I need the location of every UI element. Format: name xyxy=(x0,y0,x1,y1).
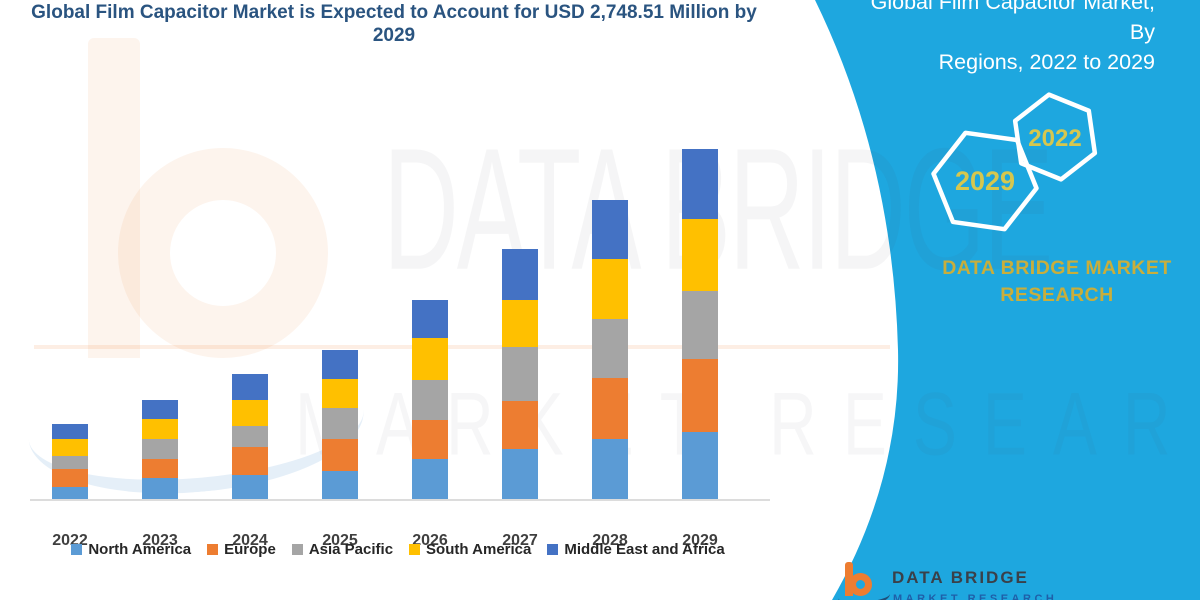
bar-segment-middle-east-and-africa xyxy=(412,300,448,338)
bar-2026 xyxy=(412,300,448,499)
legend-swatch xyxy=(291,544,303,555)
bar-segment-asia-pacific xyxy=(592,319,628,378)
bar-segment-asia-pacific xyxy=(412,380,448,420)
brand-text: DATA BRIDGE MARKET RESEARCH xyxy=(942,257,1172,306)
bar-segment-middle-east-and-africa xyxy=(592,200,628,259)
bar-segment-south-america xyxy=(322,379,358,409)
bar-2022 xyxy=(52,423,88,499)
page-title: Global Film Capacitor Market is Expected… xyxy=(31,2,757,46)
bar-2028 xyxy=(592,200,628,499)
bar-segment-asia-pacific xyxy=(682,291,718,359)
hexagon-2029-label: 2029 xyxy=(955,166,1015,196)
footer-logo-subtitle: MARKET RESEARCH xyxy=(893,593,1058,600)
legend-item: North America xyxy=(71,541,191,558)
bar-segment-europe xyxy=(322,439,358,471)
bar-segment-south-america xyxy=(142,419,178,439)
x-axis-label-2029: 2029 xyxy=(682,532,718,549)
bar-segment-south-america xyxy=(592,259,628,319)
bar-segment-asia-pacific xyxy=(142,439,178,459)
bar-segment-asia-pacific xyxy=(322,408,358,439)
bar-segment-north-america xyxy=(412,459,448,499)
legend-label: North America xyxy=(88,541,192,558)
bar-segment-middle-east-and-africa xyxy=(142,400,178,419)
bar-segment-south-america xyxy=(682,219,718,291)
x-axis-label-2026: 2026 xyxy=(412,532,448,549)
bar-segment-asia-pacific xyxy=(52,456,88,469)
bar-segment-europe xyxy=(682,359,718,432)
x-axis-label-2027: 2027 xyxy=(502,532,538,549)
bar-segment-south-america xyxy=(412,338,448,380)
bar-segment-middle-east-and-africa xyxy=(322,350,358,380)
bar-segment-north-america xyxy=(322,471,358,499)
bar-2023 xyxy=(142,400,178,499)
decorative-line xyxy=(34,345,890,349)
bar-segment-asia-pacific xyxy=(502,347,538,401)
x-axis-line xyxy=(30,499,770,501)
legend-item: Europe xyxy=(207,541,276,558)
bar-2025 xyxy=(322,350,358,499)
bar-2027 xyxy=(502,249,538,499)
chart-legend: North America Europe Asia Pacific South Ame… xyxy=(0,541,796,558)
legend-swatch xyxy=(547,544,559,555)
bar-2024 xyxy=(232,374,268,499)
side-panel-path xyxy=(815,0,1200,600)
x-axis-label-2024: 2024 xyxy=(232,532,268,549)
bar-segment-north-america xyxy=(52,487,88,499)
bar-segment-north-america xyxy=(592,439,628,499)
legend-label: South America xyxy=(426,541,532,558)
legend-label: Asia Pacific xyxy=(308,541,394,558)
hexagon-2022-label: 2022 xyxy=(1028,125,1081,152)
x-axis-label-2025: 2025 xyxy=(322,532,358,549)
stacked-bar-chart: 2022 2023 2024 2025 2026 2027 2028 2029 xyxy=(30,149,770,549)
bar-segment-south-america xyxy=(502,300,538,347)
legend-swatch xyxy=(409,544,421,555)
bar-segment-europe xyxy=(142,459,178,478)
bar-segment-south-america xyxy=(232,400,268,427)
footer-logo-bowl xyxy=(849,573,872,596)
bar-segment-middle-east-and-africa xyxy=(502,249,538,300)
bar-segment-north-america xyxy=(142,478,178,499)
legend-swatch xyxy=(207,544,219,555)
bar-2029 xyxy=(682,149,718,499)
legend-item: Middle East and Africa xyxy=(547,541,725,558)
x-axis-label-2023: 2023 xyxy=(142,532,178,549)
bar-segment-north-america xyxy=(682,432,718,499)
banner-caption: Global Film Capacitor Market, By Regions… xyxy=(840,0,1155,77)
bar-segment-europe xyxy=(52,469,88,487)
bar-segment-north-america xyxy=(502,449,538,499)
bar-segment-asia-pacific xyxy=(232,426,268,448)
legend-swatch xyxy=(71,544,83,555)
bar-segment-middle-east-and-africa xyxy=(52,423,88,439)
watermark-data-bridge: DATA BRIDGE xyxy=(383,113,1053,307)
banner-line1: Global Film Capacitor Market, By xyxy=(870,0,1155,44)
legend-item: Asia Pacific xyxy=(291,541,394,558)
x-axis-label-2028: 2028 xyxy=(592,532,628,549)
bar-segment-north-america xyxy=(232,475,268,499)
legend-label: Europe xyxy=(224,541,276,558)
legend-item: South America xyxy=(409,541,531,558)
bar-segment-europe xyxy=(592,378,628,439)
bar-segment-middle-east-and-africa xyxy=(232,374,268,401)
legend-label: Middle East and Africa xyxy=(564,541,725,558)
bar-segment-south-america xyxy=(52,438,88,456)
footer-logo-name: DATA BRIDGE xyxy=(892,568,1029,587)
bar-segment-europe xyxy=(502,401,538,449)
banner-line2: Regions, 2022 to 2029 xyxy=(938,50,1155,74)
bar-segment-europe xyxy=(412,420,448,459)
bar-segment-middle-east-and-africa xyxy=(682,149,718,220)
hexagon-2022 xyxy=(1012,92,1098,182)
bar-segment-europe xyxy=(232,447,268,476)
